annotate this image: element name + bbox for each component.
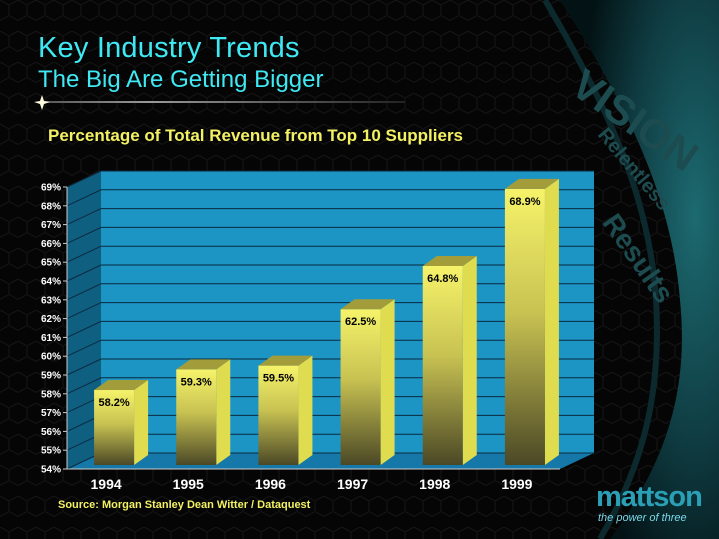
data-label: 68.9% <box>509 196 540 208</box>
title-underline <box>40 101 405 103</box>
y-tick-label: 67% <box>41 220 61 231</box>
y-tick-label: 56% <box>41 427 61 438</box>
bar-side <box>298 355 313 465</box>
y-tick-label: 58% <box>41 389 61 400</box>
mattson-logo: mattson <box>596 481 703 513</box>
y-tick-label: 55% <box>41 446 61 457</box>
slide-title: Key Industry Trends <box>38 32 300 64</box>
bar-top <box>340 299 395 310</box>
y-tick-label: 68% <box>41 201 61 212</box>
y-tick-label: 62% <box>41 314 61 325</box>
data-label: 64.8% <box>427 273 458 285</box>
y-tick-label: 59% <box>41 371 61 382</box>
bar-side <box>380 299 395 465</box>
gridline <box>66 226 594 244</box>
source-note: Source: Morgan Stanley Dean Witter / Dat… <box>58 499 311 511</box>
logo-tagline: the power of three <box>598 512 687 524</box>
bar <box>94 390 135 465</box>
x-tick-label: 1997 <box>337 476 368 492</box>
y-tick-label: 69% <box>41 183 61 194</box>
bar-side <box>216 359 231 465</box>
gridline <box>66 170 594 188</box>
data-label: 59.5% <box>263 373 294 385</box>
x-tick-label: 1996 <box>255 476 286 492</box>
gridline <box>66 208 594 226</box>
y-tick-label: 61% <box>41 333 61 344</box>
sparkle-icon <box>34 95 50 110</box>
chart-title: Percentage of Total Revenue from Top 10 … <box>48 126 464 145</box>
y-tick-label: 54% <box>41 465 61 476</box>
y-tick-label: 60% <box>41 352 61 363</box>
bar <box>422 265 463 465</box>
slide-subtitle: The Big Are Getting Bigger <box>38 66 324 93</box>
bar-top <box>422 255 477 266</box>
x-tick-label: 1998 <box>419 476 450 492</box>
bar-side <box>544 178 559 465</box>
bar <box>258 365 299 465</box>
x-tick-label: 1994 <box>91 476 122 492</box>
data-label: 62.5% <box>345 316 376 328</box>
gridline <box>66 189 594 207</box>
y-tick-label: 66% <box>41 239 61 250</box>
bar-side <box>134 380 149 465</box>
data-label: 59.3% <box>181 376 212 388</box>
y-tick-label: 65% <box>41 258 61 269</box>
y-tick-label: 57% <box>41 408 61 419</box>
gridline <box>66 245 594 263</box>
plot-side-wall <box>67 171 101 469</box>
bar-top <box>258 355 313 366</box>
bar <box>340 309 381 465</box>
bar-side <box>462 255 477 465</box>
bar-top <box>176 359 231 370</box>
bar <box>504 188 545 465</box>
y-tick-label: 63% <box>41 295 61 306</box>
bar <box>176 369 217 465</box>
x-tick-label: 1999 <box>501 476 532 492</box>
x-tick-label: 1995 <box>173 476 204 492</box>
data-label: 58.2% <box>98 397 129 409</box>
y-tick-label: 64% <box>41 277 61 288</box>
bar-top <box>94 380 149 391</box>
bar-chart: 54% 55% 56% 57% 58% 59% 60% 61% 62% 63% 64% 65% 66% 6… <box>41 170 594 492</box>
bar-top <box>504 178 559 189</box>
teal-swoosh <box>560 0 719 539</box>
